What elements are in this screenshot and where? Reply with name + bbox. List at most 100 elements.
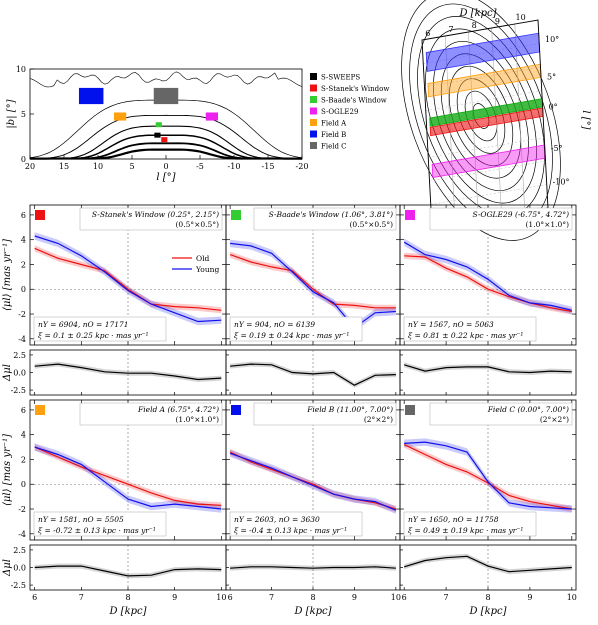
sample-counts: nY = 1567, nO = 5063 <box>408 320 494 329</box>
map-legend-label: Field B <box>321 131 346 139</box>
sample-counts: nY = 1581, nO = 5505 <box>38 515 124 524</box>
young-error-band <box>230 449 396 514</box>
field-color-square <box>405 405 415 415</box>
y-tick-label: -2 <box>18 310 26 319</box>
residual-line <box>230 566 396 569</box>
map-x-tick-label: 0 <box>163 162 168 171</box>
bulge-band <box>425 32 541 72</box>
residual-error-band <box>34 361 222 382</box>
field-title-box <box>79 402 223 426</box>
residual-error-band <box>34 563 222 579</box>
xi-value: ξ = -0.72 ± 0.13 kpc · mas yr⁻¹ <box>38 526 156 535</box>
bulge-contour <box>401 0 561 241</box>
y-tick-label: 6 <box>21 406 26 415</box>
y-tick-label: 2.5 <box>13 351 26 360</box>
sample-counts: nY = 6904, nO = 17171 <box>38 320 129 329</box>
field-title-box <box>79 207 223 231</box>
y-tick-label: 2.5 <box>13 546 26 555</box>
xi-value: ξ = -0.4 ± 0.13 kpc · mas yr⁻¹ <box>234 526 347 535</box>
map-x-tick-label: -5 <box>196 162 204 171</box>
x-tick-label: 7 <box>269 593 274 602</box>
old-series-line <box>34 247 222 311</box>
bulge-b-tick-label: 10° <box>545 35 559 44</box>
y-tick-label: 0 <box>21 285 26 294</box>
young-series-line <box>229 452 397 511</box>
field-color-square <box>231 210 241 220</box>
stats-box <box>33 511 167 537</box>
young-series-line <box>34 235 222 323</box>
x-tick-label: 6 <box>402 593 407 602</box>
field-color-square <box>35 210 45 220</box>
old-error-band <box>34 245 222 314</box>
field-title-box <box>253 207 397 231</box>
map-field-marker <box>154 132 161 138</box>
map-contour-line <box>30 125 302 160</box>
map-legend-label: S-Stanek's Window <box>321 85 389 93</box>
legend-old-label: Old <box>196 254 210 263</box>
bulge-b-tick-label: 0° <box>549 102 558 111</box>
x-tick-label: 8 <box>125 593 130 602</box>
map-legend-label: Field A <box>321 120 347 128</box>
map-frame <box>29 68 303 160</box>
y-axis-label: ⟨μl⟩ [mas yr⁻¹] <box>2 239 13 311</box>
bulge-d-axis-label: D [kpc] <box>458 8 496 19</box>
x-tick-label: 9 <box>352 593 357 602</box>
y-tick-label: 0.0 <box>13 564 26 573</box>
field-title: S-OGLE29 (-6.75°, 4.72°) <box>472 210 569 219</box>
x-tick-label: 9 <box>527 593 532 602</box>
bulge-b-tick-label: 5° <box>547 72 556 81</box>
map-contour-line <box>29 71 303 88</box>
map-legend-swatch <box>310 142 317 149</box>
map-field-marker <box>113 112 127 121</box>
map-x-tick-label: -15 <box>262 162 275 171</box>
bulge-d-tick-label: 6 <box>425 29 430 38</box>
bulge-band <box>431 144 546 179</box>
residual-line <box>34 565 222 577</box>
x-tick-label: 10 <box>216 593 226 602</box>
map-y-tick-label: 5 <box>21 110 26 119</box>
old-error-band <box>230 448 396 513</box>
field-size: (2°×2°) <box>364 415 393 424</box>
x-tick-label: 6 <box>228 593 233 602</box>
x-tick-label: 10 <box>567 593 577 602</box>
bulge-b-tick-label: -5° <box>551 144 563 153</box>
map-x-tick-label: -20 <box>296 162 309 171</box>
old-series-line <box>229 254 396 309</box>
map-x-tick-label: -10 <box>228 162 241 171</box>
residual-line <box>230 363 396 386</box>
map-legend-swatch <box>310 73 317 80</box>
young-series-line <box>230 242 396 329</box>
residual-line <box>34 363 222 381</box>
x-tick-label: 7 <box>444 593 449 602</box>
bulge-d-tick-label: 9 <box>495 17 500 26</box>
y-tick-label: -2.5 <box>11 386 26 395</box>
young-series-line <box>404 441 572 510</box>
map-y-axis-label: |b| [°] <box>6 99 17 128</box>
map-x-tick-label: 15 <box>59 162 69 171</box>
y-tick-label: 4 <box>21 236 26 245</box>
old-series-line <box>229 451 397 510</box>
map-x-axis-label: l [°] <box>156 172 175 183</box>
residual-error-band <box>404 553 572 575</box>
field-title-box <box>253 402 397 426</box>
xi-value: ξ = 0.81 ± 0.22 kpc · mas yr⁻¹ <box>408 331 523 340</box>
young-error-band <box>404 238 572 314</box>
xi-value: ξ = 0.49 ± 0.19 kpc · mas yr⁻¹ <box>408 526 523 535</box>
map-legend-label: Field C <box>321 143 347 151</box>
bulge-diagram <box>401 0 561 241</box>
xi-value: ξ = 0.1 ± 0.25 kpc · mas yr⁻¹ <box>38 331 149 340</box>
field-color-square <box>405 210 415 220</box>
map-contour-line <box>30 134 302 160</box>
old-series-line <box>403 444 572 510</box>
map-legend-label: S-Baade's Window <box>321 97 387 105</box>
bulge-b-tick-label: -10° <box>553 178 570 187</box>
field-title: Field B (11.00°, 7.00°) <box>306 405 393 414</box>
xi-value: ξ = 0.19 ± 0.24 kpc · mas yr⁻¹ <box>234 331 349 340</box>
sample-counts: nY = 1650, nO = 11758 <box>408 515 499 524</box>
young-series-line <box>403 241 572 311</box>
y-tick-label: 4 <box>21 431 26 440</box>
bulge-d-tick-label: 7 <box>448 25 453 34</box>
young-error-band <box>404 438 572 513</box>
map-contour-line <box>30 114 302 159</box>
